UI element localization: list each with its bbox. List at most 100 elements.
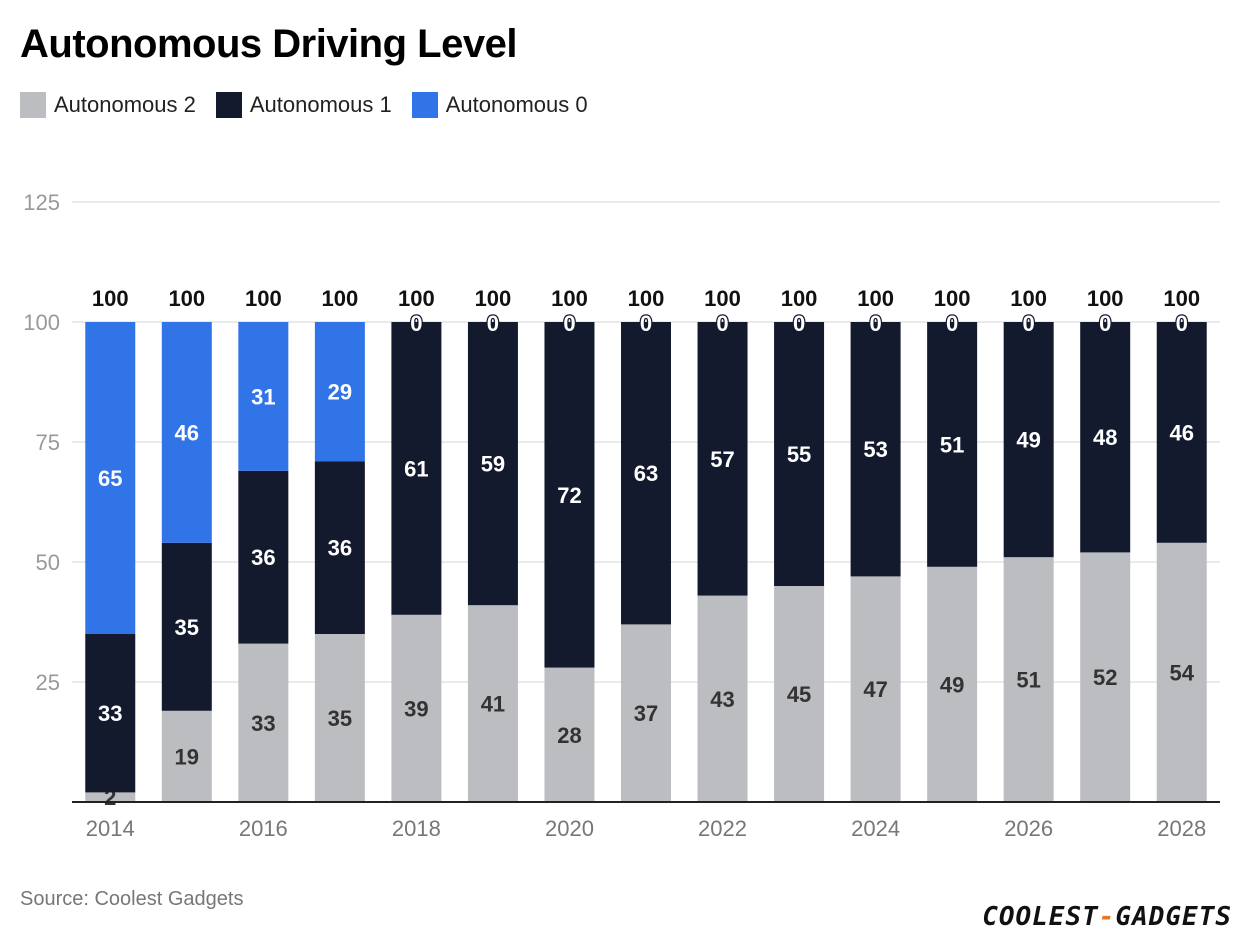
legend: Autonomous 2 Autonomous 1 Autonomous 0 [20, 92, 608, 118]
bar-segment [161, 322, 212, 543]
bar-segment [85, 634, 136, 793]
legend-swatch-autonomous-2 [20, 92, 46, 118]
bar-segment [1003, 322, 1054, 558]
data-label: 59 [481, 452, 505, 477]
data-label: 52 [1093, 665, 1117, 690]
legend-label: Autonomous 0 [445, 92, 588, 117]
brand-logo: COOLEST-GADGETS [982, 902, 1232, 932]
x-tick-label: 2016 [239, 816, 288, 841]
data-label: 31 [251, 384, 275, 409]
bar-segment [1080, 322, 1131, 553]
total-label: 100 [628, 286, 665, 311]
data-label: 49 [1016, 428, 1040, 453]
total-label: 100 [704, 286, 741, 311]
bar-segment [697, 595, 748, 802]
bar-segment [621, 322, 671, 625]
chart-title: Autonomous Driving Level [20, 22, 517, 66]
total-label: 100 [475, 286, 512, 311]
data-label: 41 [481, 692, 505, 717]
bar-segment [774, 322, 825, 586]
bar-segment [85, 322, 136, 634]
data-label: 0 [487, 311, 499, 336]
legend-item-autonomous-2[interactable]: Autonomous 2 [20, 92, 196, 118]
data-label: 29 [328, 380, 352, 405]
data-label: 0 [640, 311, 652, 336]
data-label: 0 [793, 311, 805, 336]
data-label: 35 [328, 706, 352, 731]
data-label: 63 [634, 461, 658, 486]
x-tick-label: 2022 [698, 816, 747, 841]
data-label: 36 [251, 545, 275, 570]
total-label: 100 [1010, 286, 1047, 311]
data-label: 54 [1169, 660, 1194, 685]
bar-segment [850, 576, 901, 802]
data-label: 48 [1093, 425, 1117, 450]
bar-segment [1156, 542, 1207, 802]
bar-segment [927, 322, 978, 567]
bar-segment [85, 792, 136, 802]
data-label: 36 [328, 536, 352, 561]
data-label: 19 [175, 744, 199, 769]
total-label: 100 [857, 286, 894, 311]
data-label: 46 [175, 420, 199, 445]
data-label: 61 [404, 456, 428, 481]
data-label: 0 [1023, 311, 1035, 336]
x-tick-label: 2024 [851, 816, 900, 841]
logo-right: GADGETS [1115, 902, 1232, 932]
bar-segment [850, 322, 901, 577]
bar-segment [238, 470, 289, 644]
legend-item-autonomous-1[interactable]: Autonomous 1 [215, 92, 392, 118]
total-label: 100 [322, 286, 359, 311]
data-label: 0 [946, 311, 958, 336]
x-tick-label: 2014 [86, 816, 135, 841]
bar-segment [927, 566, 978, 802]
bar-segment [467, 605, 518, 802]
y-tick-label: 125 [23, 190, 60, 215]
bar-segment [161, 710, 212, 802]
total-label: 100 [1163, 286, 1200, 311]
data-label: 0 [410, 311, 422, 336]
data-label: 72 [557, 483, 581, 508]
total-label: 100 [781, 286, 818, 311]
bar-segment [314, 322, 365, 462]
bar-segment [238, 643, 289, 802]
data-label: 35 [175, 615, 199, 640]
bar-segment [697, 322, 748, 596]
x-tick-label: 2020 [545, 816, 594, 841]
data-label: 33 [98, 701, 122, 726]
chart-area: 2550751001252336510020141935461003336311… [23, 190, 1220, 841]
bar-segment [544, 322, 595, 668]
bar-segment [1003, 557, 1054, 802]
data-label: 49 [940, 672, 964, 697]
data-label: 39 [404, 696, 428, 721]
bar-segment [544, 667, 595, 802]
data-label: 0 [563, 311, 575, 336]
legend-swatch-autonomous-0 [411, 92, 438, 118]
y-tick-label: 100 [23, 310, 60, 335]
y-tick-label: 50 [36, 550, 60, 575]
bar-segment [1156, 322, 1207, 543]
data-label: 43 [710, 687, 734, 712]
x-tick-label: 2028 [1157, 816, 1206, 841]
legend-label: Autonomous 1 [249, 92, 392, 117]
source-note: Source: Coolest Gadgets [20, 888, 244, 910]
data-label: 51 [1016, 668, 1040, 693]
logo-left: COOLEST [982, 902, 1099, 932]
data-label: 57 [710, 447, 734, 472]
data-label: 37 [634, 701, 658, 726]
x-tick-label: 2026 [1004, 816, 1053, 841]
data-label: 47 [863, 677, 887, 702]
legend-label: Autonomous 2 [54, 92, 196, 117]
data-label: 33 [251, 711, 275, 736]
bar-segment [314, 634, 365, 802]
legend-item-autonomous-0[interactable]: Autonomous 0 [411, 92, 588, 118]
data-label: 53 [863, 437, 887, 462]
bar-segment [161, 542, 212, 711]
bar-segment [1080, 552, 1131, 802]
total-label: 100 [245, 286, 282, 311]
bar-segment [774, 586, 825, 802]
bar-segment [391, 322, 442, 615]
data-label: 45 [787, 682, 811, 707]
bar-segment [467, 322, 518, 606]
y-tick-label: 75 [36, 430, 60, 455]
